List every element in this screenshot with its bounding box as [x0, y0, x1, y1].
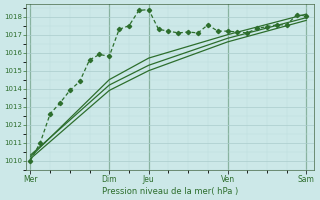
- X-axis label: Pression niveau de la mer( hPa ): Pression niveau de la mer( hPa ): [102, 187, 238, 196]
